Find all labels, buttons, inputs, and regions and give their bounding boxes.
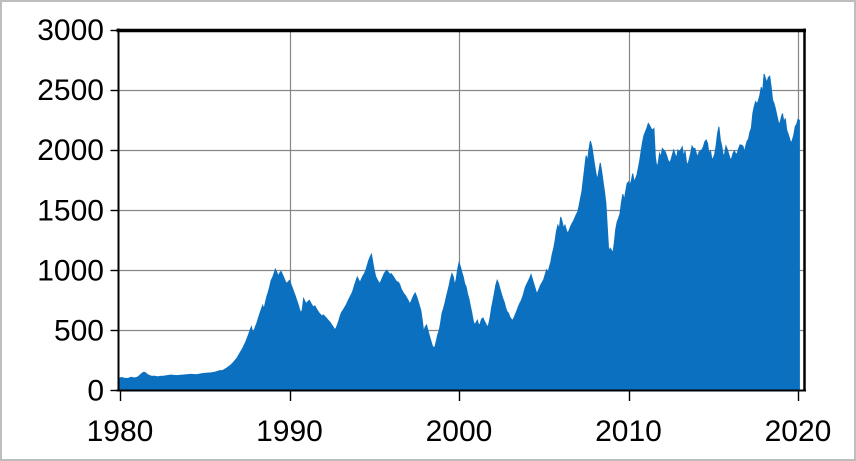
axis-ticks (110, 29, 800, 401)
y-tick-label: 0 (87, 375, 104, 408)
x-tick-label: 1980 (87, 415, 154, 448)
y-tick-label: 1500 (37, 194, 104, 227)
x-tick-label: 1990 (256, 415, 323, 448)
x-tick-label: 2000 (426, 415, 493, 448)
x-tick-labels: 1980 1990 2000 2010 2020 (87, 415, 832, 448)
y-tick-label: 1000 (37, 254, 104, 287)
y-tick-label: 2000 (37, 134, 104, 167)
y-tick-labels: 0 500 1000 1500 2000 2500 3000 (37, 14, 104, 408)
x-tick-label: 2020 (765, 415, 832, 448)
y-tick-label: 3000 (37, 14, 104, 47)
y-tick-label: 500 (54, 314, 104, 347)
x-tick-label: 2010 (595, 415, 662, 448)
y-tick-label: 2500 (37, 74, 104, 107)
area-series (117, 73, 800, 391)
